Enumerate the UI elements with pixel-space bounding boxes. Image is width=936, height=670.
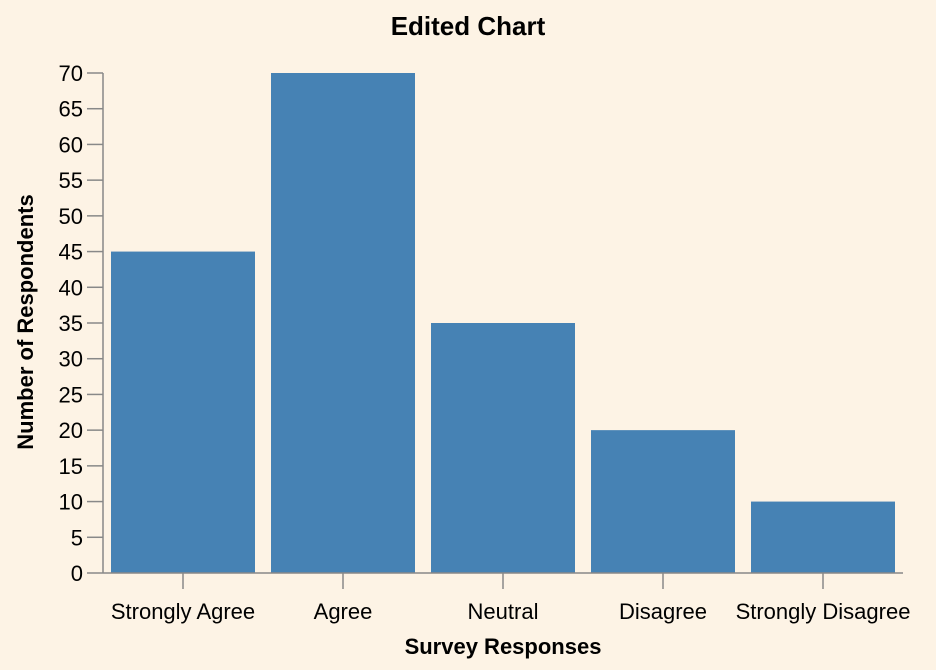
bar-neutral: [431, 323, 575, 573]
bar-strongly-agree: [111, 251, 255, 574]
y-tick-label: 70: [59, 61, 83, 86]
chart-title: Edited Chart: [391, 11, 546, 41]
bars: [111, 73, 895, 574]
y-tick-label: 35: [59, 311, 83, 336]
x-axis-title: Survey Responses: [405, 634, 602, 659]
y-tick-label: 65: [59, 97, 83, 122]
y-tick-label: 5: [71, 525, 83, 550]
y-tick-label: 10: [59, 490, 83, 515]
y-tick-label: 0: [71, 561, 83, 586]
x-axis: Strongly Agree Agree Neutral Disagree Strong…: [103, 572, 911, 624]
y-tick-label: 20: [59, 418, 83, 443]
bar-strongly-disagree: [751, 501, 895, 573]
bar-disagree: [591, 430, 735, 573]
x-tick-label: Agree: [314, 599, 373, 624]
bar-agree: [271, 73, 415, 573]
y-axis-title: Number of Respondents: [13, 194, 38, 449]
y-tick-label: 15: [59, 454, 83, 479]
y-tick-label: 50: [59, 204, 83, 229]
y-tick-label: 60: [59, 132, 83, 157]
x-tick-label: Neutral: [468, 599, 539, 624]
x-tick-label: Strongly Agree: [111, 599, 255, 624]
y-tick-label: 55: [59, 168, 83, 193]
y-axis: 0 5 10 15 20 25 30 35 40 45 50 55 60 65 70: [59, 61, 104, 586]
y-tick-label: 30: [59, 347, 83, 372]
y-tick-label: 45: [59, 240, 83, 265]
x-tick-label: Strongly Disagree: [736, 599, 911, 624]
x-tick-label: Disagree: [619, 599, 707, 624]
y-tick-label: 40: [59, 275, 83, 300]
y-tick-label: 25: [59, 382, 83, 407]
